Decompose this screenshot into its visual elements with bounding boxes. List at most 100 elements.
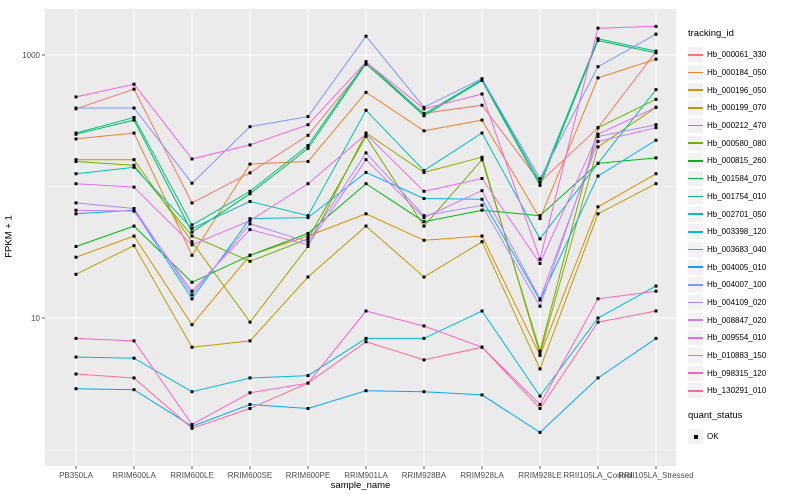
data-point bbox=[538, 367, 542, 371]
data-point bbox=[364, 135, 368, 139]
data-point bbox=[596, 174, 600, 178]
data-point bbox=[306, 146, 310, 150]
data-point bbox=[74, 372, 78, 376]
data-point bbox=[538, 214, 542, 218]
data-point bbox=[422, 112, 426, 116]
legend-item: Hb_010883_150 bbox=[688, 347, 800, 365]
legend-item-label: Hb_000061_330 bbox=[707, 50, 767, 60]
y-tick-label: 1000 bbox=[22, 51, 40, 60]
data-point bbox=[132, 131, 136, 135]
data-point bbox=[190, 234, 194, 238]
legend-item-label: Hb_004005_010 bbox=[707, 262, 767, 272]
data-point bbox=[132, 356, 136, 360]
legend-key-line-icon bbox=[688, 259, 703, 275]
data-point bbox=[364, 224, 368, 228]
data-point bbox=[596, 132, 600, 136]
legend-key-line-icon bbox=[688, 135, 703, 151]
data-point bbox=[132, 115, 136, 119]
data-point bbox=[422, 336, 426, 340]
legend-item: Hb_000184_050 bbox=[688, 64, 800, 82]
data-point bbox=[74, 95, 78, 99]
data-point bbox=[364, 340, 368, 344]
legend-item-label: Hb_000199_070 bbox=[707, 103, 767, 113]
data-point bbox=[248, 217, 252, 221]
data-point bbox=[364, 170, 368, 174]
data-point bbox=[190, 297, 194, 301]
data-point bbox=[190, 243, 194, 247]
legend-key-line-icon bbox=[688, 365, 703, 381]
data-point bbox=[538, 261, 542, 265]
data-point bbox=[654, 88, 658, 92]
quant-status-item: OK bbox=[688, 428, 800, 446]
data-point bbox=[480, 345, 484, 349]
data-point bbox=[480, 203, 484, 207]
legend-item: Hb_000061_330 bbox=[688, 46, 800, 64]
data-point bbox=[306, 240, 310, 244]
x-tick-label: RRII105LA_Stressed bbox=[618, 471, 693, 480]
data-point bbox=[538, 394, 542, 398]
data-point bbox=[422, 216, 426, 220]
data-point bbox=[132, 234, 136, 238]
data-point bbox=[190, 201, 194, 205]
data-point bbox=[364, 62, 368, 66]
data-point bbox=[306, 133, 310, 137]
legend-key-line-icon bbox=[688, 100, 703, 116]
data-point bbox=[190, 230, 194, 234]
data-point bbox=[190, 323, 194, 327]
data-point bbox=[654, 138, 658, 142]
data-point bbox=[596, 161, 600, 165]
legend-item: Hb_000815_260 bbox=[688, 152, 800, 170]
legend-key-line-icon bbox=[688, 82, 703, 98]
data-point bbox=[132, 224, 136, 228]
data-point bbox=[190, 424, 194, 428]
data-point bbox=[248, 199, 252, 203]
data-point bbox=[132, 339, 136, 343]
data-point bbox=[538, 349, 542, 353]
data-point bbox=[74, 131, 78, 135]
data-point bbox=[190, 240, 194, 244]
data-point bbox=[306, 244, 310, 248]
data-point bbox=[248, 402, 252, 406]
data-point bbox=[190, 293, 194, 297]
data-point bbox=[654, 105, 658, 109]
data-point bbox=[654, 182, 658, 186]
legend-item-label: Hb_000815_260 bbox=[707, 156, 767, 166]
legend-key-line-icon bbox=[688, 348, 703, 364]
legend-item: Hb_002701_050 bbox=[688, 205, 800, 223]
legend-key-line-icon bbox=[688, 383, 703, 399]
data-point bbox=[190, 289, 194, 293]
data-point bbox=[132, 82, 136, 86]
legend-key-line-icon bbox=[688, 65, 703, 81]
data-point bbox=[480, 155, 484, 159]
data-point bbox=[248, 407, 252, 411]
x-tick-label: RRIM600SE bbox=[228, 471, 272, 480]
x-tick-label: RRIM928LA bbox=[460, 471, 504, 480]
data-point bbox=[596, 145, 600, 149]
data-point bbox=[248, 192, 252, 196]
data-point bbox=[422, 170, 426, 174]
data-point bbox=[538, 430, 542, 434]
data-point bbox=[596, 139, 600, 143]
data-point bbox=[480, 240, 484, 244]
data-point bbox=[306, 159, 310, 163]
ok-point-key bbox=[688, 429, 703, 445]
data-point bbox=[364, 182, 368, 186]
data-point bbox=[480, 131, 484, 135]
data-point bbox=[306, 182, 310, 186]
data-point bbox=[480, 118, 484, 122]
data-point bbox=[422, 189, 426, 193]
legend-item-label: Hb_003398_120 bbox=[707, 227, 767, 237]
data-point bbox=[422, 114, 426, 118]
data-point bbox=[306, 123, 310, 127]
legend-key-line-icon bbox=[688, 330, 703, 346]
data-point bbox=[480, 177, 484, 181]
data-point bbox=[74, 244, 78, 248]
data-point bbox=[74, 387, 78, 391]
legend-item-label: Hb_000212_470 bbox=[707, 121, 767, 131]
data-point bbox=[190, 181, 194, 185]
data-point bbox=[654, 24, 658, 28]
data-point bbox=[480, 77, 484, 81]
legend-key-line-icon bbox=[688, 277, 703, 293]
data-point bbox=[306, 115, 310, 119]
